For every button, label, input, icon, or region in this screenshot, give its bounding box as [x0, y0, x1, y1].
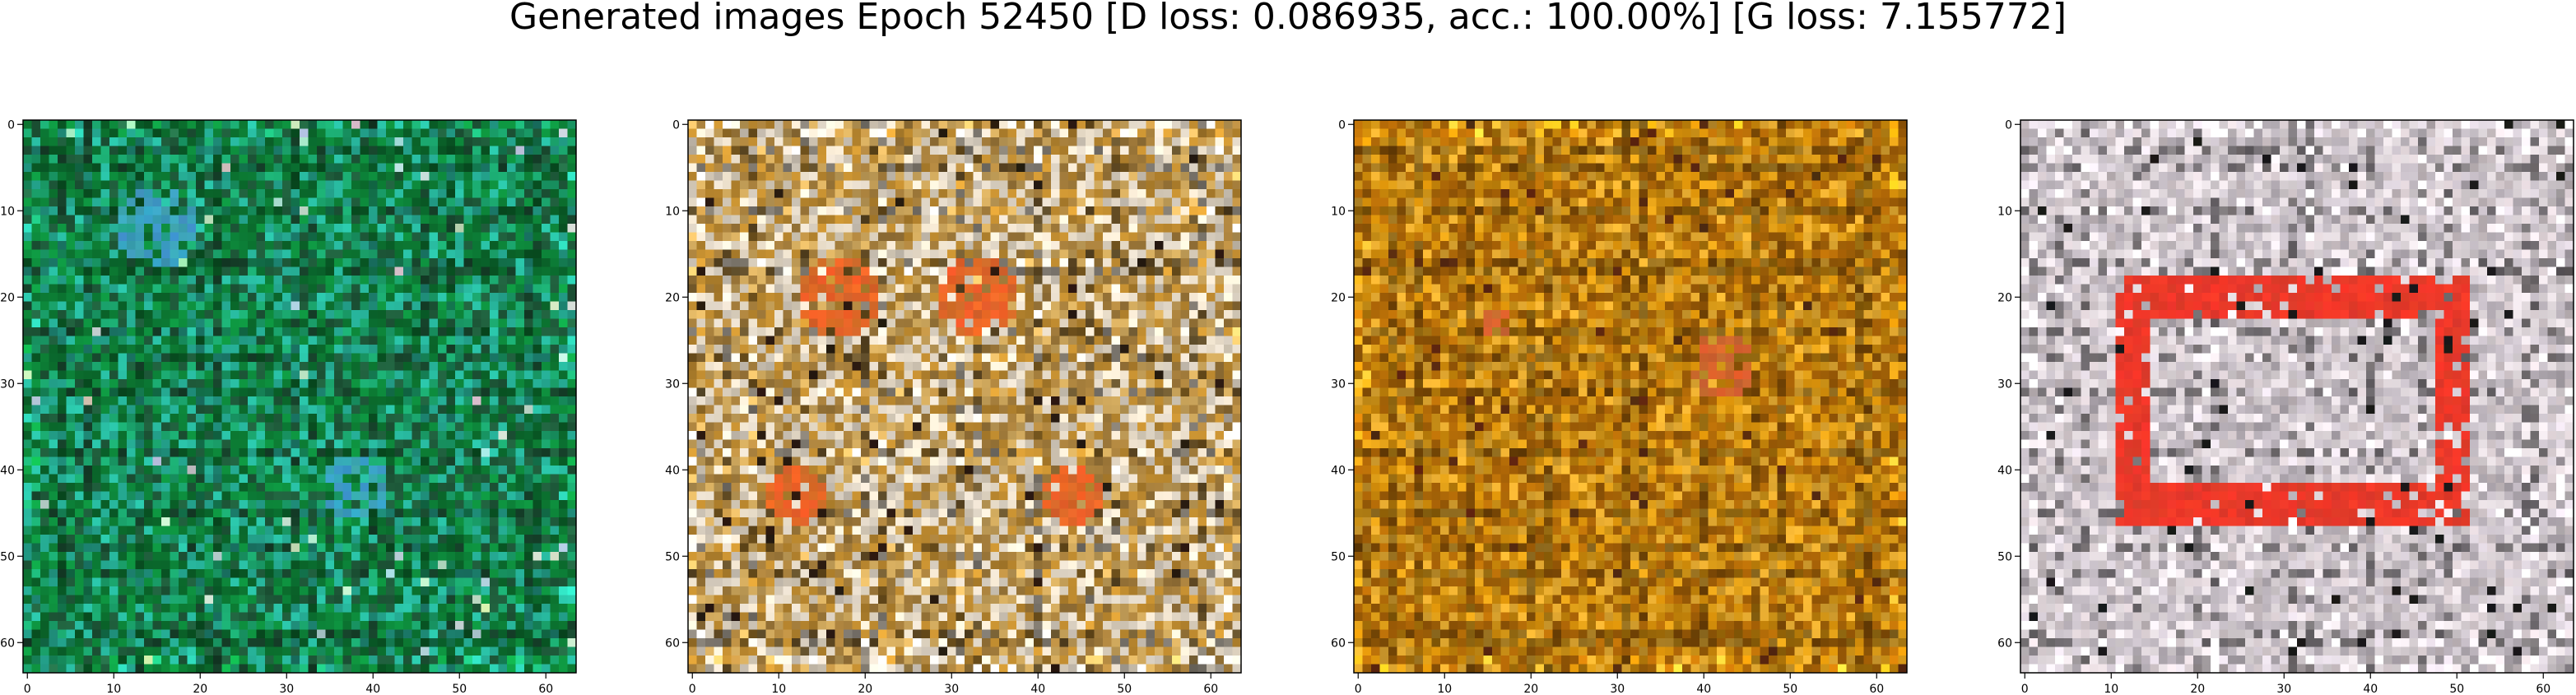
y-tick-label: 20: [1997, 291, 2012, 304]
x-tick-label: 30: [944, 683, 959, 695]
x-tick-label: 50: [1117, 683, 1132, 695]
x-tick-label: 60: [2536, 683, 2550, 695]
image-panel-1: 0 10 20 30 40 50 60 0 10 20 30 40 50 60: [0, 118, 577, 695]
generated-image-2: [688, 120, 1241, 673]
y-tick-label: 0: [672, 118, 680, 132]
axes-frame: [22, 119, 577, 674]
y-tick-label: 50: [1997, 550, 2012, 563]
y-tick-label: 0: [2005, 118, 2012, 132]
y-tick-label: 10: [665, 205, 680, 218]
y-tick-label: 30: [665, 378, 680, 391]
y-tick-label: 10: [1331, 205, 1346, 218]
y-tick-label: 60: [1997, 637, 2012, 650]
generated-image-3: [1354, 120, 1907, 673]
y-tick-label: 20: [665, 291, 680, 304]
y-tick-label: 60: [665, 637, 680, 650]
image-panel-2: 0 10 20 30 40 50 60 0 10 20 30 40 50 60: [665, 118, 1242, 695]
x-tick-label: 0: [24, 683, 31, 695]
x-tick-label: 40: [2363, 683, 2378, 695]
x-tick-label: 40: [365, 683, 380, 695]
x-tick-label: 50: [452, 683, 467, 695]
generated-image-1: [23, 120, 576, 673]
x-tick-label: 20: [193, 683, 207, 695]
x-tick-label: 50: [1783, 683, 1797, 695]
y-tick-label: 40: [1331, 464, 1346, 477]
y-tick-label: 10: [1997, 205, 2012, 218]
x-tick-label: 50: [2449, 683, 2464, 695]
x-tick-label: 60: [1203, 683, 1218, 695]
y-tick-label: 40: [1997, 464, 2012, 477]
x-tick-label: 60: [1869, 683, 1884, 695]
y-tick-label: 30: [0, 378, 15, 391]
y-tick-label: 60: [1331, 637, 1346, 650]
axes-frame: [1353, 119, 1908, 674]
y-tick-label: 0: [1338, 118, 1346, 132]
y-tick-label: 20: [0, 291, 15, 304]
generated-image-4: [2020, 120, 2574, 673]
x-tick-label: 0: [1355, 683, 1362, 695]
x-tick-label: 60: [538, 683, 553, 695]
image-panel-4: 0 10 20 30 40 50 60 0 10 20 30 40 50 60: [1997, 118, 2574, 695]
y-tick-label: 30: [1997, 378, 2012, 391]
x-tick-label: 0: [2021, 683, 2029, 695]
x-tick-label: 10: [2104, 683, 2118, 695]
y-tick-label: 60: [0, 637, 15, 650]
y-tick-label: 50: [665, 550, 680, 563]
x-tick-label: 20: [858, 683, 872, 695]
y-tick-label: 0: [7, 118, 15, 132]
y-tick-label: 50: [1331, 550, 1346, 563]
axes-frame: [2020, 119, 2574, 674]
y-tick-label: 30: [1331, 378, 1346, 391]
x-tick-label: 40: [1696, 683, 1711, 695]
x-tick-label: 0: [689, 683, 696, 695]
x-tick-label: 20: [1523, 683, 1538, 695]
image-panel-3: 0 10 20 30 40 50 60 0 10 20 30 40 50 60: [1331, 118, 1908, 695]
y-tick-label: 20: [1331, 291, 1346, 304]
x-tick-label: 20: [2190, 683, 2205, 695]
x-tick-label: 30: [2276, 683, 2291, 695]
y-tick-label: 40: [665, 464, 680, 477]
y-tick-label: 40: [0, 464, 15, 477]
x-tick-label: 10: [771, 683, 786, 695]
x-tick-label: 30: [279, 683, 294, 695]
figure-title: Generated images Epoch 52450 [D loss: 0.…: [509, 0, 2067, 38]
y-tick-label: 50: [0, 550, 15, 563]
axes-frame: [687, 119, 1242, 674]
x-tick-label: 10: [106, 683, 121, 695]
x-tick-label: 10: [1437, 683, 1452, 695]
x-tick-label: 40: [1030, 683, 1045, 695]
y-tick-label: 10: [0, 205, 15, 218]
x-tick-label: 30: [1610, 683, 1625, 695]
